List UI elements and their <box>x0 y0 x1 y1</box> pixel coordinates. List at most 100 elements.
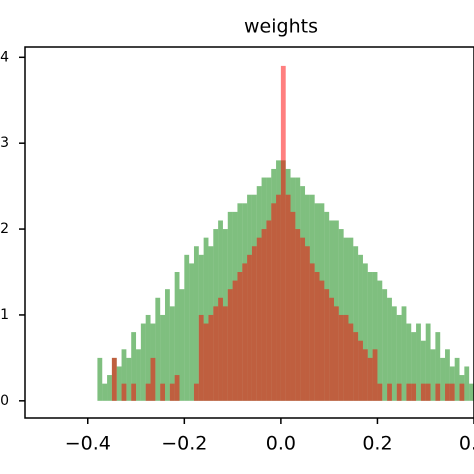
histogram-bar <box>367 272 373 401</box>
histogram-bar <box>338 314 344 401</box>
x-tick-label: 0.2 <box>362 433 392 455</box>
histogram-bar <box>102 383 108 401</box>
histogram-bar <box>449 383 455 401</box>
histogram-bar <box>343 314 349 401</box>
histogram-bar <box>348 237 354 401</box>
histogram-bar <box>145 314 151 401</box>
histogram-bar <box>155 297 161 401</box>
histogram-bar <box>387 297 392 401</box>
histogram-bar <box>372 349 378 401</box>
histogram-bar <box>160 383 166 401</box>
histogram-bar <box>430 349 436 401</box>
histogram-bar <box>348 323 354 401</box>
histogram-bar <box>251 246 257 401</box>
histogram-bar <box>362 263 368 401</box>
histogram-bar <box>237 272 243 401</box>
histogram-bar <box>218 297 223 401</box>
histogram-bar <box>208 314 214 401</box>
histogram-bar <box>406 323 412 401</box>
x-tick-label: −0.4 <box>65 433 111 455</box>
histogram-bar <box>169 306 175 401</box>
y-tick-label: 4 <box>0 49 9 65</box>
histogram-bar <box>121 383 127 401</box>
histogram-bar <box>121 349 127 401</box>
histogram-bar <box>136 349 141 401</box>
histogram-bar <box>358 254 363 401</box>
histogram-bar <box>247 254 252 401</box>
histogram-bar <box>116 366 122 401</box>
histogram-bar <box>276 194 281 401</box>
histogram-bar <box>425 323 431 401</box>
histogram-bar <box>160 314 166 401</box>
histogram-bar <box>174 375 180 401</box>
y-tick-label: 3 <box>0 135 9 151</box>
x-tick-label: 0.4 <box>459 433 474 455</box>
histogram-bar <box>97 357 103 401</box>
histogram-bar <box>362 349 368 401</box>
histogram-bar <box>353 246 359 401</box>
histogram-bar <box>333 306 339 401</box>
y-tick-label: 0 <box>0 393 9 409</box>
histogram-bar <box>319 280 325 401</box>
histogram-bar <box>329 297 334 401</box>
histogram-bar <box>377 280 383 401</box>
histogram-bar <box>266 220 272 401</box>
histogram-bar <box>324 289 330 401</box>
histogram-bar <box>305 246 310 401</box>
histogram-bar <box>314 272 320 401</box>
histogram-bar <box>416 323 421 401</box>
histogram-bar <box>469 383 474 401</box>
histogram-bar <box>193 246 199 401</box>
histogram-bar <box>435 383 441 401</box>
histogram-bar <box>261 229 267 401</box>
histogram-bar <box>420 383 426 401</box>
histogram-bar <box>406 383 412 401</box>
histogram-bar <box>445 349 450 401</box>
histogram-bar <box>377 383 383 401</box>
histogram-bar <box>454 357 460 401</box>
histogram-bar <box>131 332 137 401</box>
histogram-bar <box>382 289 388 401</box>
histogram-bar <box>445 383 450 401</box>
histogram-bar <box>353 332 359 401</box>
histogram-bar <box>411 332 417 401</box>
histogram-bar <box>372 272 378 401</box>
histogram-bar <box>285 194 291 401</box>
histogram-bar <box>150 357 156 401</box>
histogram-bar <box>111 357 117 401</box>
histogram-bar <box>145 383 151 401</box>
histogram-bar <box>411 383 417 401</box>
histogram-bar <box>227 289 233 401</box>
histogram-bar <box>203 237 209 401</box>
plot-frame <box>24 46 474 419</box>
histogram-bar <box>140 323 146 401</box>
histogram-bar <box>222 306 228 401</box>
x-tick-label: −0.2 <box>161 433 207 455</box>
histogram-bar <box>367 357 373 401</box>
histogram-bar <box>459 383 465 401</box>
histogram-bar <box>280 65 286 401</box>
histogram-bar <box>271 203 277 401</box>
histogram-bar <box>242 263 248 401</box>
histogram-bar <box>391 306 397 401</box>
histogram-bar <box>425 383 431 401</box>
histogram-bar <box>309 263 315 401</box>
histogram-bar <box>295 229 301 401</box>
histogram-bar <box>464 366 470 401</box>
histogram-bar <box>300 237 306 401</box>
histogram-bar <box>358 340 363 401</box>
histogram-bar <box>420 340 426 401</box>
histogram-bar <box>179 289 185 401</box>
histogram-bar <box>107 375 112 401</box>
histogram-bar <box>232 280 238 401</box>
histogram-bar <box>189 263 194 401</box>
histogram-bar <box>396 314 402 401</box>
histogram-bar <box>165 289 170 401</box>
histogram-bar <box>203 323 209 401</box>
histogram-bar <box>198 314 204 401</box>
histogram-bar <box>213 306 219 401</box>
chart-title: weights <box>244 16 318 38</box>
histogram-bar <box>131 383 137 401</box>
histogram-bar <box>126 357 132 401</box>
